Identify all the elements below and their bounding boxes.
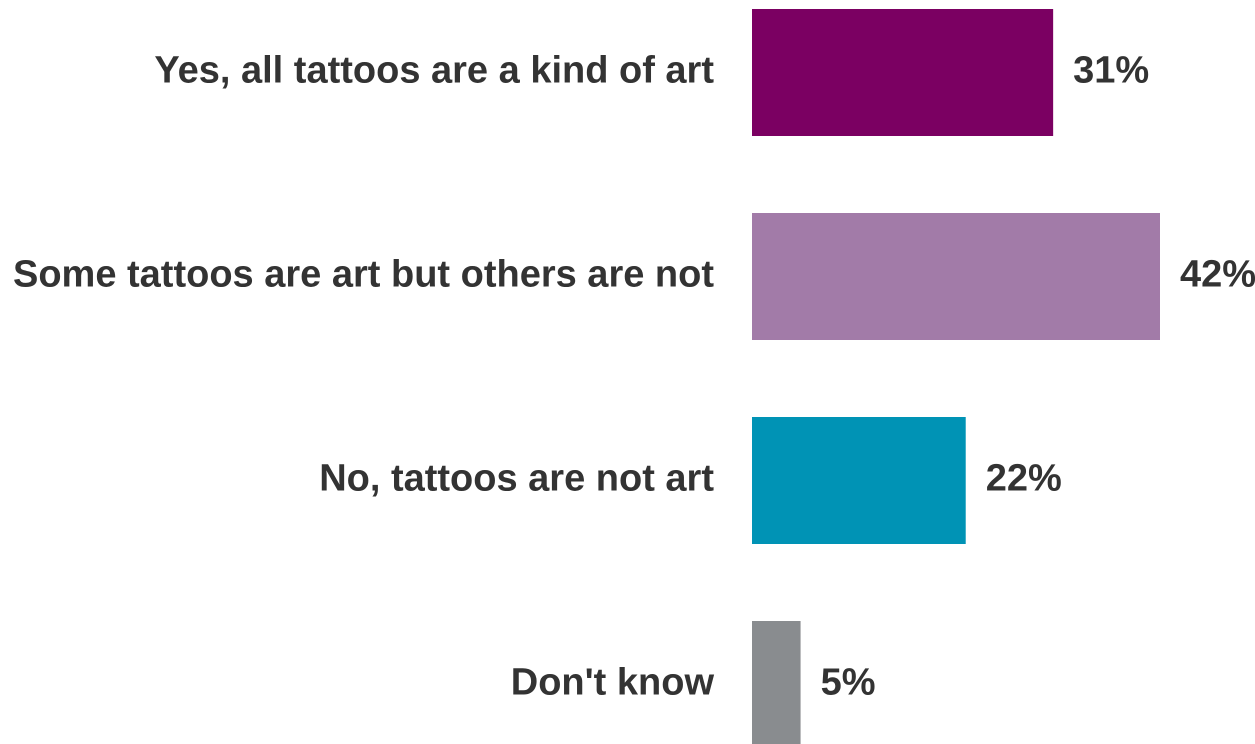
value-label-no-tattoos-are-not-art: 22%	[986, 458, 1062, 500]
category-label-some-tattoos-are-art-but-others-are-not: Some tattoos are art but others are not	[13, 254, 714, 296]
value-label-yes-all-tattoos-are-a-kind-of-art: 31%	[1073, 50, 1149, 92]
category-label-don-t-know: Don't know	[511, 662, 715, 704]
bar-some-tattoos-are-art-but-others-are-not	[752, 213, 1160, 340]
value-label-don-t-know: 5%	[821, 662, 876, 704]
category-label-yes-all-tattoos-are-a-kind-of-art: Yes, all tattoos are a kind of art	[154, 50, 714, 92]
bar-yes-all-tattoos-are-a-kind-of-art	[752, 9, 1054, 136]
category-labels-layer: Yes, all tattoos are a kind of art Some t…	[13, 50, 714, 704]
bar-don-t-know	[752, 621, 801, 744]
value-label-some-tattoos-are-art-but-others-are-not: 42%	[1180, 254, 1255, 296]
value-labels-layer: 31% 42% 22% 5%	[821, 50, 1255, 704]
category-label-no-tattoos-are-not-art: No, tattoos are not art	[319, 458, 714, 500]
bar-no-tattoos-are-not-art	[752, 417, 966, 544]
bars-layer	[752, 9, 1160, 744]
